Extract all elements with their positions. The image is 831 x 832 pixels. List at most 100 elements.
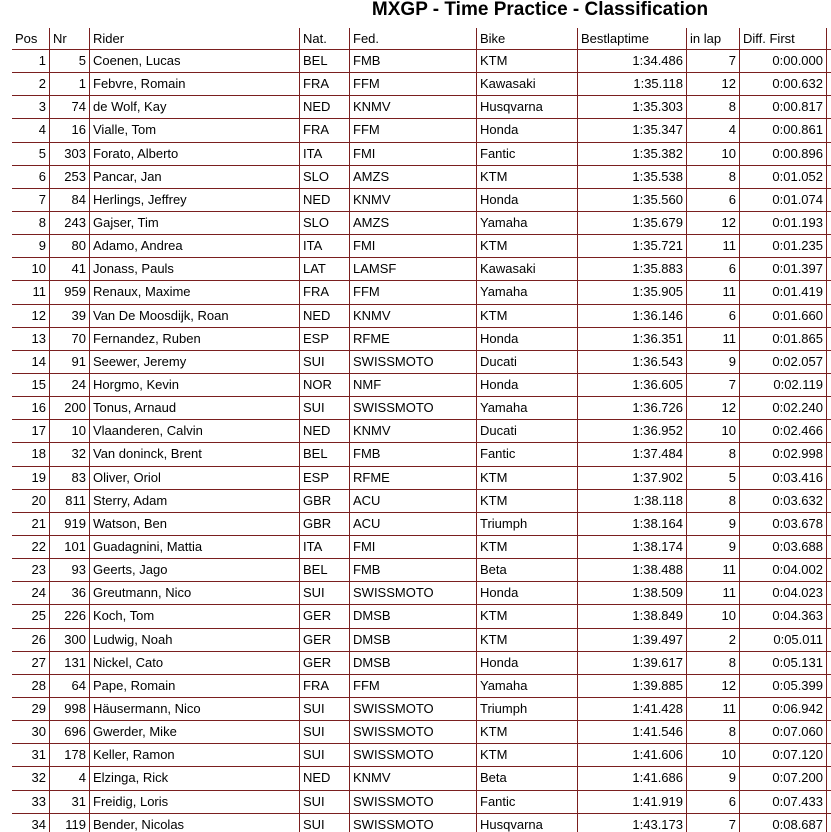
nat-cell: ESP [300,327,350,350]
bike-cell: Triumph [477,512,578,535]
nat-cell: SUI [300,744,350,767]
in-lap-cell: 8 [687,165,740,188]
pos-cell: 30 [12,721,50,744]
nat-cell: FRA [300,281,350,304]
rider-cell: Häusermann, Nico [90,697,300,721]
nr-cell: 32 [50,443,90,466]
nat-cell: BEL [300,50,350,73]
bestlaptime-cell: 1:35.721 [578,235,687,258]
diff-first-cell: 0:04.023 [740,582,827,605]
bike-cell: Fantic [477,790,578,813]
fed-cell: DMSB [350,651,477,674]
bike-cell: Kawasaki [477,73,578,96]
bestlaptime-cell: 1:35.679 [578,211,687,235]
table-row: 21 919 Watson, Ben GBR ACU Triumph 1:38.164 9 0:… [12,512,831,536]
diff-first-cell: 0:07.433 [740,790,827,813]
nr-cell: 243 [50,211,90,235]
bestlaptime-cell: 1:39.617 [578,651,687,674]
bestlaptime-cell: 1:36.726 [578,397,687,420]
bestlaptime-cell: 1:35.303 [578,96,687,119]
bike-cell: Yamaha [477,674,578,697]
nr-cell: 959 [50,281,90,304]
column-header: Fed. [350,28,477,49]
nr-cell: 919 [50,512,90,535]
nr-cell: 5 [50,50,90,73]
pos-cell: 27 [12,651,50,674]
nat-cell: NOR [300,373,350,397]
table-row: 12 39 Van De Moosdijk, Roan NED KNMV KTM 1:36.… [12,304,831,328]
rider-cell: Elzinga, Rick [90,767,300,790]
in-lap-cell: 10 [687,605,740,628]
nr-cell: 226 [50,605,90,628]
bike-cell: Husqvarna [477,813,578,832]
pos-cell: 7 [12,188,50,211]
pos-cell: 15 [12,373,50,397]
in-lap-cell: 2 [687,628,740,651]
diff-first-cell: 0:00.896 [740,142,827,165]
bike-cell: Ducati [477,350,578,373]
bestlaptime-cell: 1:41.686 [578,767,687,790]
nr-cell: 31 [50,790,90,813]
column-header: Rider [90,28,300,49]
nat-cell: NED [300,96,350,119]
nr-cell: 93 [50,559,90,582]
diff-first-cell: 0:01.052 [740,165,827,188]
rider-cell: Seewer, Jeremy [90,350,300,373]
in-lap-cell: 10 [687,420,740,443]
rider-cell: Koch, Tom [90,605,300,628]
header-row: Pos Nr Rider Nat. Fed. Bike Bestlaptime in lap D… [12,28,831,50]
bike-cell: Honda [477,651,578,674]
fed-cell: SWISSMOTO [350,721,477,744]
table-row: 7 84 Herlings, Jeffrey NED KNMV Honda 1:35.560… [12,188,831,212]
bike-cell: Yamaha [477,397,578,420]
diff-first-cell: 0:02.119 [740,373,827,397]
table-row: 17 10 Vlaanderen, Calvin NED KNMV Ducati 1:36.… [12,420,831,444]
rider-cell: Watson, Ben [90,512,300,535]
pos-cell: 20 [12,489,50,512]
table-row: 23 93 Geerts, Jago BEL FMB Beta 1:38.488 11 0:04… [12,559,831,583]
bike-cell: Honda [477,119,578,142]
rider-cell: Gwerder, Mike [90,721,300,744]
table-row: 22 101 Guadagnini, Mattia ITA FMI KTM 1:38.174… [12,535,831,560]
diff-first-cell: 0:07.120 [740,744,827,767]
rider-cell: Herlings, Jeffrey [90,188,300,211]
nat-cell: NED [300,188,350,211]
fed-cell: FMI [350,235,477,258]
nat-cell: GBR [300,512,350,535]
nr-cell: 64 [50,674,90,697]
fed-cell: AMZS [350,165,477,188]
bike-cell: Beta [477,559,578,582]
fed-cell: KNMV [350,420,477,443]
rider-cell: Van doninck, Brent [90,443,300,466]
nat-cell: SUI [300,582,350,605]
diff-first-cell: 0:00.861 [740,119,827,142]
diff-first-cell: 0:06.942 [740,697,827,721]
table-row: 4 16 Vialle, Tom FRA FFM Honda 1:35.347 4 0:00.8… [12,119,831,143]
bike-cell: KTM [477,721,578,744]
nr-cell: 303 [50,142,90,165]
fed-cell: NMF [350,373,477,397]
table-row: 2 1 Febvre, Romain FRA FFM Kawasaki 1:35.118 12… [12,73,831,97]
nr-cell: 4 [50,767,90,790]
column-header: in lap [687,28,740,49]
bike-cell: KTM [477,744,578,767]
diff-first-cell: 0:07.200 [740,767,827,790]
nat-cell: LAT [300,258,350,281]
nr-cell: 998 [50,697,90,721]
bike-cell: Yamaha [477,281,578,304]
bike-cell: Yamaha [477,211,578,235]
bestlaptime-cell: 1:35.905 [578,281,687,304]
table-row: 6 253 Pancar, Jan SLO AMZS KTM 1:35.538 8 0:01.0… [12,165,831,189]
rider-cell: Greutmann, Nico [90,582,300,605]
table-row: 14 91 Seewer, Jeremy SUI SWISSMOTO Ducati 1:36… [12,350,831,374]
fed-cell: ACU [350,512,477,535]
fed-cell: RFME [350,466,477,489]
bestlaptime-cell: 1:35.560 [578,188,687,211]
table-row: 11 959 Renaux, Maxime FRA FFM Yamaha 1:35.905 1… [12,281,831,305]
table-row: 34 119 Bender, Nicolas SUI SWISSMOTO Husqvarn… [12,813,831,832]
diff-first-cell: 0:05.131 [740,651,827,674]
pos-cell: 2 [12,73,50,96]
bike-cell: Honda [477,188,578,211]
bike-cell: KTM [477,235,578,258]
in-lap-cell: 7 [687,813,740,832]
